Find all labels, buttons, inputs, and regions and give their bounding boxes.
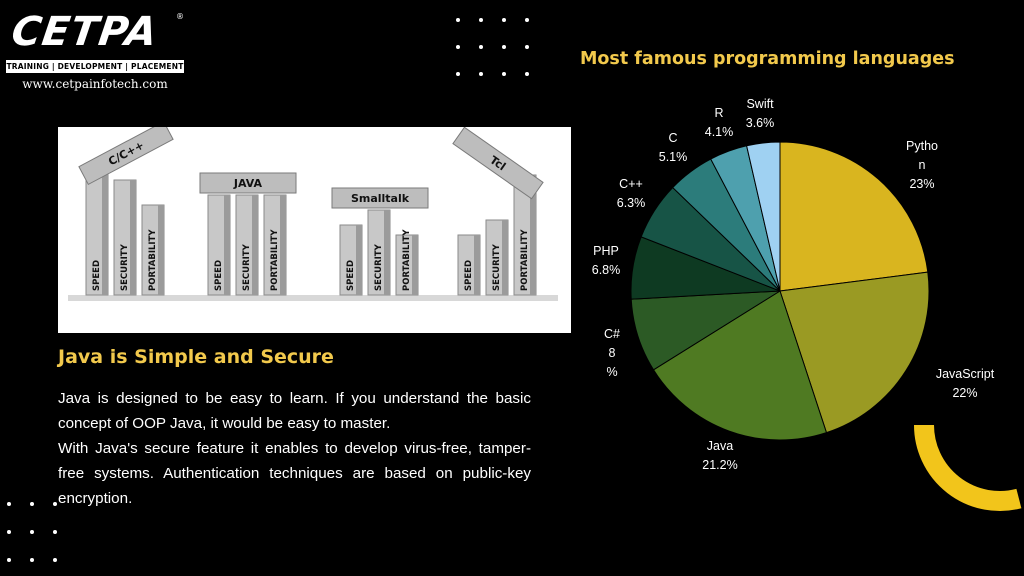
pillar-top-slab xyxy=(452,127,544,200)
pie-slice-javascript xyxy=(779,271,930,434)
pillar-bar-label: SPEED xyxy=(92,260,102,291)
section-body: Java is designed to be easy to learn. If… xyxy=(58,386,531,511)
pillar-bar-label: SPEED xyxy=(464,260,474,291)
decorative-dots-top xyxy=(456,18,529,76)
pillar-bar-label: PORTABILITY xyxy=(270,229,280,291)
pie-slice-java xyxy=(652,290,828,441)
pillar-bar-label: SECURITY xyxy=(374,243,384,291)
pie-slice-label: PHP 6.8% xyxy=(592,244,621,277)
pillar-bar-label: PORTABILITY xyxy=(520,229,530,291)
pillar-top-slab xyxy=(78,127,174,186)
pie-slice-label: Swift 3.6% xyxy=(746,97,775,130)
pie-slice-python xyxy=(779,141,929,292)
pie-slice-label: C 5.1% xyxy=(659,131,688,164)
pillar-top-slab xyxy=(199,172,297,194)
registered-mark: ® xyxy=(176,12,184,21)
logo-tagline: TRAINING | DEVELOPMENT | PLACEMENT xyxy=(6,60,184,73)
pillar-bar-label: SECURITY xyxy=(242,243,252,291)
pillar-group: SPEED SECURITY PORTABILITY JAVA xyxy=(199,172,297,296)
language-pillars-illustration: SPEED SECURITY PORTABILITY C/C++ SPEED SECURI… xyxy=(58,127,571,333)
pillar-bar-label: PORTABILITY xyxy=(148,229,158,291)
pie-slice-label: Java 21.2% xyxy=(702,439,737,472)
pillar-language-label: JAVA xyxy=(233,177,263,190)
logo-url: www.cetpainfotech.com xyxy=(22,77,168,91)
section-title: Java is Simple and Secure xyxy=(58,346,334,368)
pie-slice-label: Pytho n 23% xyxy=(906,139,938,191)
pie-slice-label: C++ 6.3% xyxy=(617,177,646,210)
pie-slice-label: JavaScript 22% xyxy=(936,367,995,400)
pillar-language-label: Smalltalk xyxy=(351,192,410,205)
cetpa-logo: CETPA ® TRAINING | DEVELOPMENT | PLACEME… xyxy=(6,9,184,91)
chart-title: Most famous programming languages xyxy=(580,49,955,69)
pie-slice-label: R 4.1% xyxy=(705,106,734,139)
decorative-dots-bottom xyxy=(7,502,57,562)
body-paragraph-2: With Java's secure feature it enables to… xyxy=(58,440,531,507)
pillar-bar-label: PORTABILITY xyxy=(402,229,412,291)
pillar-bar-label: SPEED xyxy=(214,260,224,291)
pillar-bar-label: SECURITY xyxy=(120,243,130,291)
pillar-bar-label: SPEED xyxy=(346,260,356,291)
pillar-top-slab xyxy=(331,187,429,209)
pie-slice-swift xyxy=(746,141,781,292)
pillar-bar-label: SECURITY xyxy=(492,243,502,291)
pillar-group: SPEED SECURITY PORTABILITY Smalltalk xyxy=(331,187,429,296)
pie-slice-label: C# 8% xyxy=(604,327,620,379)
body-paragraph-1: Java is designed to be easy to learn. If… xyxy=(58,390,531,432)
